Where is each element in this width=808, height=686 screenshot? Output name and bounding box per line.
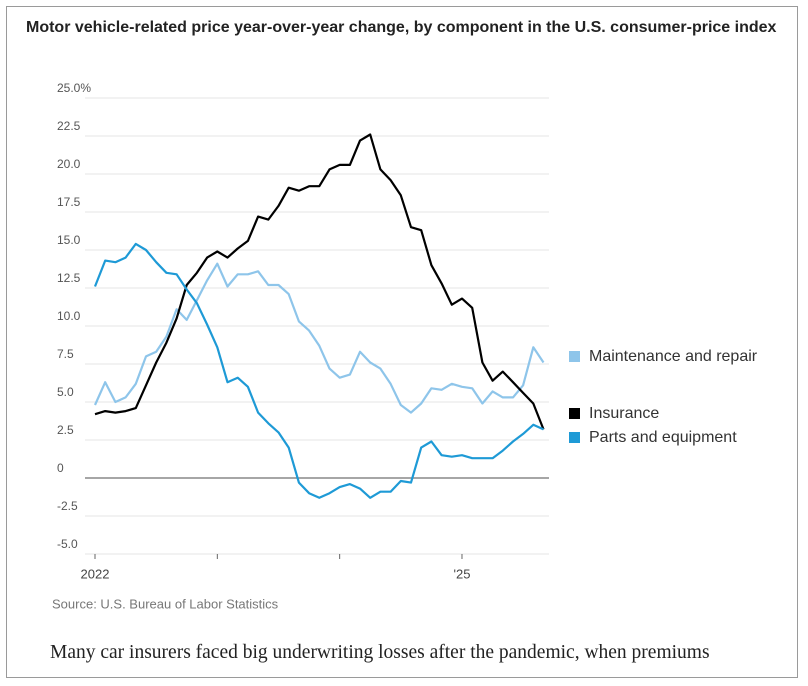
y-tick-label: 5.0 (57, 385, 74, 399)
line (93, 242, 544, 499)
line (93, 262, 545, 414)
chart: Source: U.S. Bureau of Labor Statistics … (52, 81, 758, 611)
x-tick-label: 2022 (81, 566, 110, 581)
frame (6, 6, 798, 678)
chart-title: Motor vehicle-related price year-over-ye… (26, 19, 777, 36)
legend-label: Parts and equipment (589, 429, 737, 446)
y-tick-label: 7.5 (57, 347, 74, 361)
legend-swatch (569, 432, 580, 443)
legend-label: Maintenance and repair (589, 348, 758, 365)
legend-swatch (569, 351, 580, 362)
y-tick-label: 12.5 (57, 271, 81, 285)
caption: Many car insurers faced big underwriting… (50, 642, 710, 663)
y-tick-label: 22.5 (57, 119, 81, 133)
y-tick-label: 10.0 (57, 309, 81, 323)
x-tick-label: '25 (454, 566, 471, 581)
y-tick-label: 15.0 (57, 233, 81, 247)
y-tick-label: -5.0 (57, 537, 78, 551)
source: Source: U.S. Bureau of Labor Statistics (52, 596, 279, 611)
y-tick-label: 17.5 (57, 195, 81, 209)
y-tick-label: -2.5 (57, 499, 78, 513)
y-tick-label: 20.0 (57, 157, 81, 171)
legend-swatch (569, 408, 580, 419)
y-tick-label: 2.5 (57, 423, 74, 437)
legend-label: Insurance (589, 405, 659, 422)
y-tick-label: 0 (57, 461, 64, 475)
line (94, 133, 545, 430)
y-tick-label: 25.0% (57, 81, 91, 95)
